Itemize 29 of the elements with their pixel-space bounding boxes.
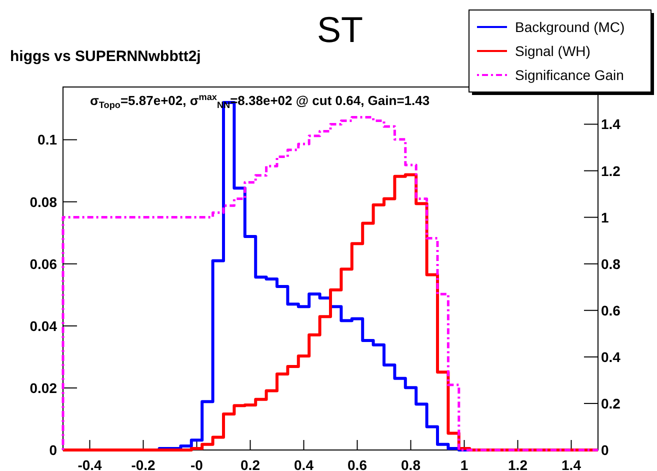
x-tick-label: 1.2 xyxy=(508,457,528,471)
x-tick-label: 1 xyxy=(460,457,468,471)
x-tick-label: 0.4 xyxy=(294,457,314,471)
y-tick-label: 0.06 xyxy=(30,256,58,272)
y-tick-label: 0.08 xyxy=(30,194,58,210)
chart-subtitle: higgs vs SUPERNNwbbtt2j xyxy=(10,48,201,65)
x-tick-label: 0.8 xyxy=(401,457,421,471)
y2-tick-label: 0.8 xyxy=(601,256,621,272)
x-tick-label: 0.2 xyxy=(240,457,260,471)
x-tick-label: -0.2 xyxy=(131,457,156,471)
x-tick-label: -0.4 xyxy=(78,457,102,471)
y2-tick-label: 0 xyxy=(601,442,609,458)
y2-tick-label: 1.4 xyxy=(601,116,621,132)
y-tick-label: 0.1 xyxy=(38,132,58,148)
legend-label: Significance Gain xyxy=(515,67,624,83)
legend-label: Background (MC) xyxy=(515,19,625,35)
legend-label: Signal (WH) xyxy=(515,43,590,59)
x-tick-label: 0.6 xyxy=(348,457,368,471)
y2-tick-label: 1.2 xyxy=(601,162,621,179)
y2-tick-label: 0.2 xyxy=(601,395,621,412)
y2-tick-label: 1 xyxy=(601,209,609,226)
x-tick-label: 1.4 xyxy=(562,457,582,471)
y-tick-label: 0 xyxy=(49,442,58,458)
y-tick-label: 0.04 xyxy=(30,318,58,334)
y2-tick-label: 0.4 xyxy=(601,348,621,365)
y2-tick-label: 0.6 xyxy=(601,302,621,318)
x-tick-label: -0 xyxy=(190,457,204,471)
y-tick-label: 0.02 xyxy=(30,380,58,396)
chart-title: ST xyxy=(316,9,364,50)
